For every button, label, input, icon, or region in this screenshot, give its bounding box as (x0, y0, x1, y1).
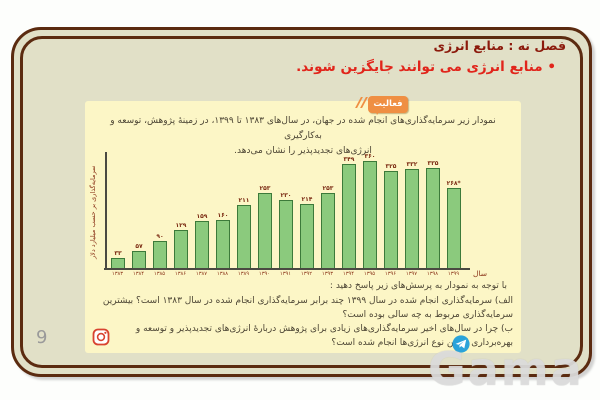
bar-value-label: ۳۴۹ (343, 155, 354, 163)
x-axis-line (104, 268, 470, 270)
bar-value-label: ۹۰ (155, 232, 164, 240)
telegram-icon[interactable] (452, 335, 470, 353)
bar-column: ۳۴۹ (338, 155, 359, 268)
bar (215, 220, 230, 268)
x-tick-label: ۱۳۹۱ (279, 271, 292, 277)
bar-chart-years: ۱۳۸۳ ۱۳۸۴ ۱۳۸۵ ۱۳۸۶ ۱۳۸۷ ۱۳۸۸ ۱۳۸۹ ۱۳۹۰ ۱۳۹۱ ۱۳۹۲… (107, 271, 464, 277)
bar-value-label: ۱۲۹ (175, 221, 186, 229)
bar-column: ۳۳۵ (422, 159, 443, 268)
bar-value-label: ۳۳ (113, 249, 122, 257)
bar-value-label: ۳۳۵ (427, 159, 438, 167)
bar-column: ۳۶۰ (359, 152, 380, 268)
question-a: الف) سرمایه‌گذاری انجام شده در سال ۱۳۹۹ … (102, 296, 513, 320)
bar-value-label: ۱۵۹ (196, 212, 207, 220)
bar-column: ۲۵۳ (317, 184, 338, 268)
activity-badge: فعالیت (368, 96, 408, 115)
activity-panel: نمودار زیر سرمایه‌گذاری‌های انجام شده در… (85, 101, 521, 353)
bar-column: ۱۶۰ (212, 211, 233, 268)
bar-column: ۳۲۵ (380, 162, 401, 268)
slide-frame-inner-border (20, 36, 583, 368)
bar-value-label: ۲۳۰ (280, 191, 291, 199)
x-tick-label: ۱۳۹۲ (300, 271, 313, 277)
bar (278, 200, 293, 268)
question-b: ب) چرا در سال‌های اخیر سرمایه‌گذاری‌های … (135, 324, 513, 348)
gama-watermark: Gama (428, 342, 584, 396)
bar-value-label: ۲۱۴ (301, 195, 312, 203)
x-tick-label: ۱۳۸۸ (216, 271, 229, 277)
bar (341, 164, 356, 268)
bar (152, 241, 167, 268)
bar-column: ۲۶۸* (443, 179, 464, 268)
questions-prompt: با توجه به نمودار به پرسش‌های زیر پاسخ د… (329, 281, 507, 291)
bar (320, 193, 335, 268)
x-tick-label: ۱۳۸۶ (174, 271, 187, 277)
bar (383, 171, 398, 268)
bar (299, 204, 314, 268)
bar (362, 161, 377, 268)
y-axis-label: سرمایه‌گذاری بر حسب میلیارد دلار (89, 165, 97, 259)
x-tick-label: ۱۳۸۴ (132, 271, 145, 277)
bar (173, 230, 188, 268)
x-axis-label: سال (473, 269, 488, 278)
x-tick-label: ۱۳۹۰ (258, 271, 271, 277)
bar-column: ۳۳۲ (401, 160, 422, 268)
x-tick-label: ۱۳۸۳ (111, 271, 124, 277)
bar-column: ۲۱۱ (233, 196, 254, 268)
intro-line-1: نمودار زیر سرمایه‌گذاری‌های انجام شده در… (110, 116, 496, 141)
bar-chart-bars: ۳۳ ۵۷ ۹۰ ۱۲۹ ۱۵۹ ۱۶۰ ۲۱۱ ۲۵۳ ۲۳۰ ۲۱۴ ۲۵۳ ۳۴۹ ۳۶۰ ۳۲۵ ۳… (107, 152, 464, 268)
bar (257, 193, 272, 268)
x-tick-label: ۱۳۹۴ (342, 271, 355, 277)
bar-column: ۱۲۹ (170, 221, 191, 268)
chapter-title: فصل نه : منابع انرژی (433, 38, 566, 53)
y-axis-line (105, 152, 107, 269)
bar (131, 251, 146, 268)
bar (236, 205, 251, 268)
x-tick-label: ۱۳۸۷ (195, 271, 208, 277)
bar (404, 169, 419, 268)
bar-column: ۲۱۴ (296, 195, 317, 268)
bar-value-label: ۳۶۰ (364, 152, 375, 160)
investment-bar-chart: سرمایه‌گذاری بر حسب میلیارد دلار ۳۳ ۵۷ ۹۰ ۱… (85, 152, 521, 283)
bar-value-label: ۲۱۱ (238, 196, 249, 204)
bar-value-label: ۳۲۵ (385, 162, 396, 170)
x-tick-label: ۱۳۹۳ (321, 271, 334, 277)
x-tick-label: ۱۳۹۹ (447, 271, 460, 277)
x-tick-label: ۱۳۹۶ (384, 271, 397, 277)
x-tick-label: ۱۳۹۸ (426, 271, 439, 277)
bar-value-label: ۲۵۳ (322, 184, 333, 192)
x-tick-label: ۱۳۹۷ (405, 271, 418, 277)
x-tick-label: ۱۳۸۹ (237, 271, 250, 277)
x-tick-label: ۱۳۹۵ (363, 271, 376, 277)
x-tick-label: ۱۳۸۵ (153, 271, 166, 277)
lesson-bullet-text: • منابع انرژی می توانند جایگزین شوند. (296, 59, 556, 75)
bar-column: ۲۵۳ (254, 184, 275, 268)
bar-column: ۵۷ (128, 242, 149, 268)
bar-value-label: ۲۵۳ (259, 184, 270, 192)
instagram-icon[interactable] (92, 328, 110, 346)
bar (446, 188, 461, 268)
bar-column: ۹۰ (149, 232, 170, 268)
bar-column: ۲۳۰ (275, 191, 296, 268)
bar-column: ۱۵۹ (191, 212, 212, 268)
chart-intro-text: نمودار زیر سرمایه‌گذاری‌های انجام شده در… (95, 114, 511, 159)
bar-column: ۳۳ (107, 249, 128, 268)
bar-value-label: ۵۷ (134, 242, 143, 250)
page-number: 9 (36, 327, 48, 348)
bar (110, 258, 125, 268)
bar (194, 221, 209, 268)
bar-value-label: ۱۶۰ (217, 211, 228, 219)
bar (425, 168, 440, 268)
bar-value-label: ۲۶۸* (446, 179, 461, 187)
intro-line-2: انرژی‌های تجدیدپذیر را نشان می‌دهد. (234, 146, 372, 156)
bar-value-label: ۳۳۲ (406, 160, 417, 168)
